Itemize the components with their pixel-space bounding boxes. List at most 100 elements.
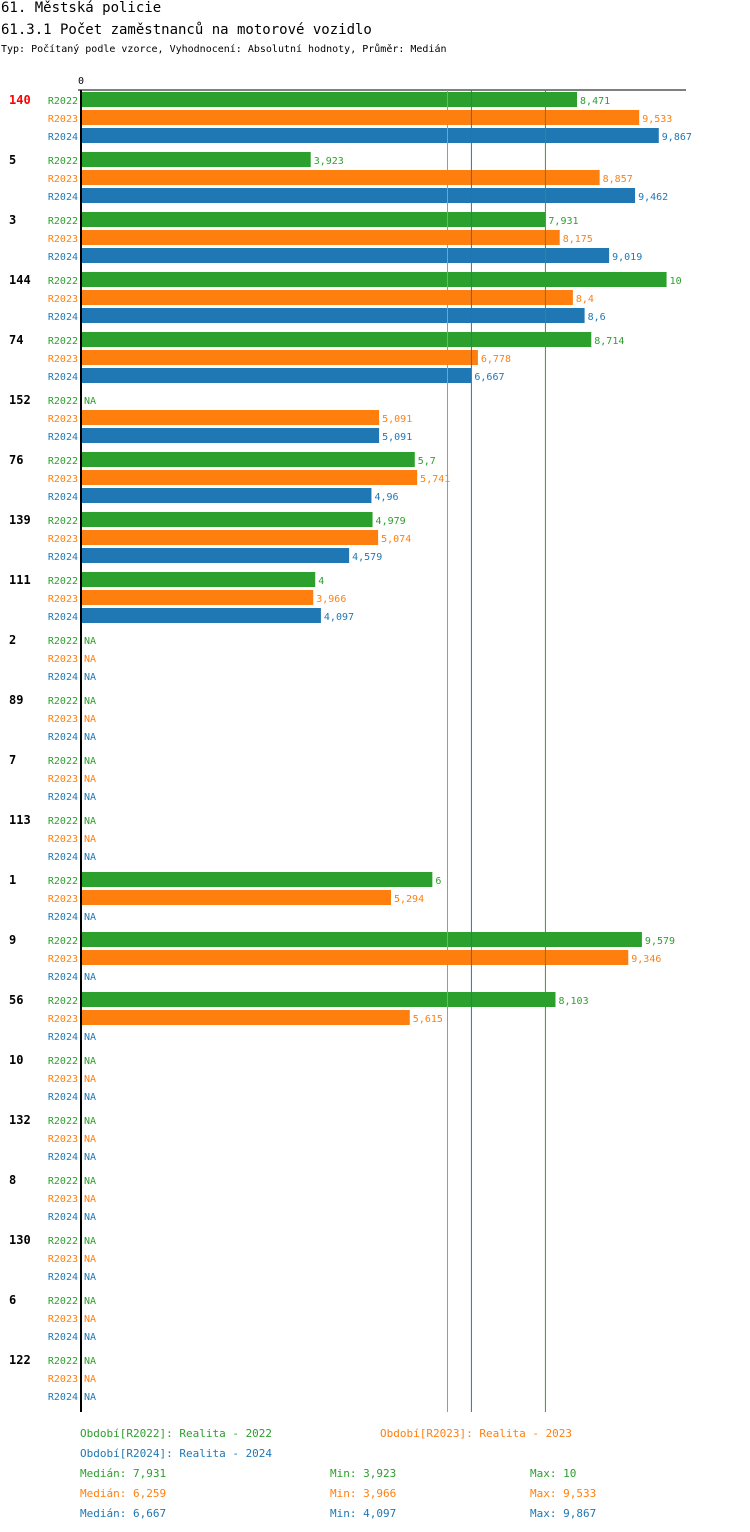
series-label: R2022 (48, 456, 78, 467)
series-label: R2024 (48, 1152, 78, 1163)
category-label: 74 (9, 333, 23, 347)
category-label: 130 (9, 1233, 31, 1247)
stat-min-r2022: Min: 3,923 (330, 1467, 397, 1480)
category-label: 76 (9, 453, 23, 467)
series-label: R2023 (48, 534, 78, 545)
series-label: R2022 (48, 696, 78, 707)
series-label: R2024 (48, 852, 78, 863)
series-label: R2024 (48, 1032, 78, 1043)
series-label: R2023 (48, 714, 78, 725)
value-label: 7,931 (548, 216, 578, 227)
legend-period-r2024: Období[R2024]: Realita - 2024 (80, 1447, 273, 1460)
series-label: R2022 (48, 96, 78, 107)
value-label: 4,96 (374, 492, 398, 503)
series-label: R2023 (48, 294, 78, 305)
bar (81, 170, 600, 185)
page-title: 61. Městská policie (1, 0, 162, 16)
category-label: 3 (9, 213, 16, 227)
na-label: NA (84, 912, 96, 923)
bar (81, 92, 578, 107)
na-label: NA (84, 1272, 96, 1283)
value-label: 5,074 (381, 534, 411, 545)
series-label: R2023 (48, 654, 78, 665)
value-label: 9,867 (662, 132, 692, 143)
series-label: R2023 (48, 774, 78, 785)
series-label: R2024 (48, 1392, 78, 1403)
value-label: 8,857 (603, 174, 633, 185)
series-label: R2023 (48, 1314, 78, 1325)
series-label: R2023 (48, 1194, 78, 1205)
series-label: R2024 (48, 132, 78, 143)
value-label: 4 (318, 576, 324, 587)
bar (81, 890, 392, 905)
series-label: R2022 (48, 576, 78, 587)
series-label: R2023 (48, 1374, 78, 1385)
value-label: 3,966 (316, 594, 346, 605)
category-label: 122 (9, 1353, 31, 1367)
bar (81, 128, 659, 143)
series-label: R2022 (48, 1296, 78, 1307)
series-label: R2022 (48, 1236, 78, 1247)
stat-median-r2024: Medián: 6,667 (80, 1507, 167, 1520)
series-label: R2022 (48, 1116, 78, 1127)
chart-subtitle: 61.3.1 Počet zaměstnanců na motorové voz… (1, 22, 372, 38)
na-label: NA (84, 636, 96, 647)
stat-min-r2023: Min: 3,966 (330, 1487, 397, 1500)
bar (81, 152, 311, 167)
bar (81, 572, 316, 587)
category-label: 111 (9, 573, 31, 587)
value-label: 4,979 (376, 516, 406, 527)
series-label: R2023 (48, 1254, 78, 1265)
na-label: NA (84, 1074, 96, 1085)
value-label: 9,579 (645, 936, 675, 947)
category-label: 56 (9, 993, 23, 1007)
category-label: 140 (9, 93, 31, 107)
bar (81, 872, 433, 887)
category-label: 144 (9, 273, 31, 287)
bar (81, 950, 629, 965)
category-label: 2 (9, 633, 16, 647)
series-label: R2022 (48, 156, 78, 167)
value-label: 6,667 (474, 372, 504, 383)
bar (81, 332, 592, 347)
series-label: R2022 (48, 1176, 78, 1187)
bar (81, 308, 585, 323)
na-label: NA (84, 1032, 96, 1043)
series-label: R2023 (48, 1134, 78, 1145)
bar (81, 350, 478, 365)
na-label: NA (84, 714, 96, 725)
na-label: NA (84, 792, 96, 803)
value-label: 8,103 (558, 996, 588, 1007)
value-label: 9,533 (642, 114, 672, 125)
series-label: R2022 (48, 336, 78, 347)
series-label: R2024 (48, 1272, 78, 1283)
na-label: NA (84, 834, 96, 845)
series-label: R2024 (48, 492, 78, 503)
category-label: 9 (9, 933, 16, 947)
category-label: 7 (9, 753, 16, 767)
bar (81, 932, 642, 947)
series-label: R2023 (48, 954, 78, 965)
na-label: NA (84, 696, 96, 707)
category-label: 8 (9, 1173, 16, 1187)
bar (81, 230, 560, 245)
series-label: R2022 (48, 636, 78, 647)
na-label: NA (84, 816, 96, 827)
na-label: NA (84, 1134, 96, 1145)
value-label: 4,579 (352, 552, 382, 563)
bar (81, 608, 321, 623)
value-label: 8,175 (563, 234, 593, 245)
series-label: R2023 (48, 414, 78, 425)
category-label: 139 (9, 513, 31, 527)
na-label: NA (84, 396, 96, 407)
value-label: 5,091 (382, 432, 412, 443)
stat-median-r2022: Medián: 7,931 (80, 1467, 167, 1480)
na-label: NA (84, 1194, 96, 1205)
category-label: 132 (9, 1113, 31, 1127)
series-label: R2024 (48, 432, 78, 443)
bar (81, 1010, 410, 1025)
na-label: NA (84, 1254, 96, 1265)
value-label: 6,778 (481, 354, 511, 365)
series-label: R2024 (48, 552, 78, 563)
bar (81, 428, 380, 443)
